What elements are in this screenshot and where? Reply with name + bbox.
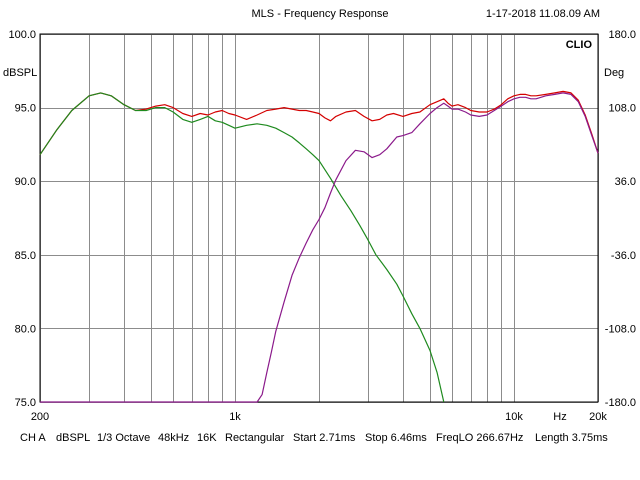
y-tick-label-right: -36.0 bbox=[611, 250, 636, 262]
y-tick-label-left: 75.0 bbox=[15, 397, 36, 409]
y-tick-label-right: 180.0 bbox=[608, 29, 636, 41]
y-tick-label-left: 95.0 bbox=[15, 103, 36, 115]
x-tick-labels: 200 1k 10k 20k bbox=[31, 411, 608, 423]
footer-stop: Stop 6.46ms bbox=[365, 432, 427, 444]
y-tick-label-right: -180.0 bbox=[605, 397, 636, 409]
footer-info: CH A dBSPL 1/3 Octave 48kHz 16K Rectangu… bbox=[20, 432, 608, 444]
series-line bbox=[39, 92, 445, 403]
y-tick-label-right: 36.0 bbox=[615, 176, 636, 188]
y-tick-label-left: 90.0 bbox=[15, 176, 36, 188]
plot-area-border bbox=[39, 33, 599, 403]
y-tick-labels-right: 180.0 108.0 36.0 -36.0 -108.0 -180.0 bbox=[605, 29, 636, 409]
y-tick-label-left: 80.0 bbox=[15, 323, 36, 335]
series-line bbox=[39, 90, 599, 156]
footer-channel: CH A bbox=[20, 432, 46, 444]
series-line bbox=[40, 92, 599, 403]
y-tick-label-right: -108.0 bbox=[605, 323, 636, 335]
x-tick-label: 20k bbox=[589, 411, 607, 423]
y-tick-label-right: 108.0 bbox=[608, 103, 636, 115]
footer-unit: dBSPL bbox=[56, 432, 90, 444]
x-tick-label: 200 bbox=[31, 411, 49, 423]
footer-size: 16K bbox=[197, 432, 217, 444]
x-tick-label: 1k bbox=[229, 411, 241, 423]
y-tick-label-left: 100.0 bbox=[8, 29, 36, 41]
footer-smoothing: 1/3 Octave bbox=[97, 432, 150, 444]
timestamp: 1-17-2018 11.08.09 AM bbox=[486, 8, 600, 20]
y-tick-labels-left: 100.0 95.0 90.0 85.0 80.0 75.0 bbox=[8, 29, 36, 409]
footer-freqlo: FreqLO 266.67Hz bbox=[436, 432, 523, 444]
series-lines bbox=[39, 90, 599, 403]
x-tick-label: 10k bbox=[505, 411, 523, 423]
footer-window: Rectangular bbox=[225, 432, 285, 444]
footer-start: Start 2.71ms bbox=[293, 432, 356, 444]
x-axis-label: Hz bbox=[553, 411, 566, 423]
brand-label: CLIO bbox=[566, 39, 593, 51]
chart-title: MLS - Frequency Response bbox=[252, 8, 389, 20]
y-tick-label-left: 85.0 bbox=[15, 250, 36, 262]
footer-rate: 48kHz bbox=[158, 432, 189, 444]
y-axis-label-right: Deg bbox=[604, 67, 624, 79]
y-axis-label-left: dBSPL bbox=[3, 67, 37, 79]
footer-length: Length 3.75ms bbox=[535, 432, 608, 444]
